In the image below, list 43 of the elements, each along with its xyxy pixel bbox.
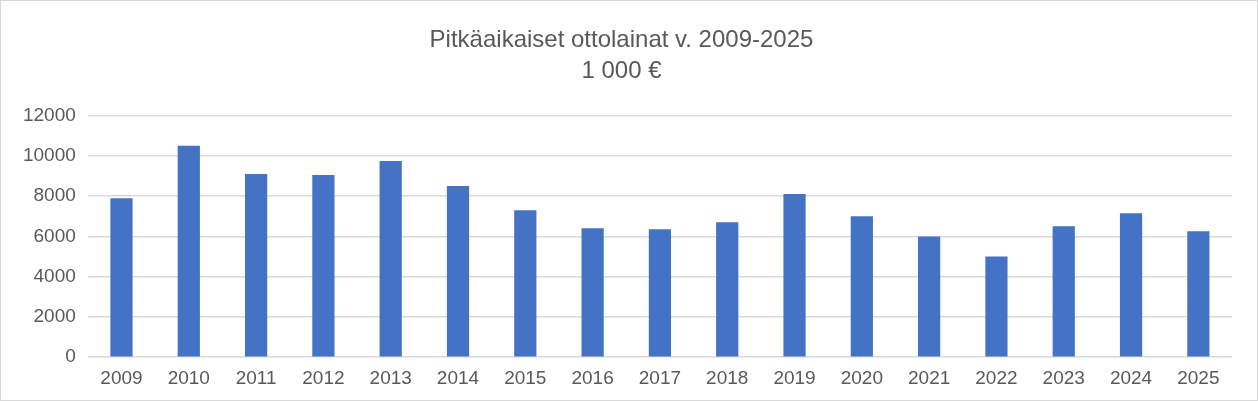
bar <box>110 198 133 357</box>
x-tick-label: 2017 <box>638 366 682 388</box>
x-tick-label: 2014 <box>436 366 480 388</box>
bar <box>716 222 739 357</box>
bar <box>985 256 1008 357</box>
bar <box>1119 213 1143 357</box>
x-tick-label: 2020 <box>840 366 883 388</box>
x-tick-label: 2021 <box>907 366 951 388</box>
x-tick-label: 2016 <box>571 366 614 388</box>
bar <box>312 174 335 357</box>
y-tick-label: 12000 <box>22 103 76 125</box>
y-tick-label: 6000 <box>33 224 76 246</box>
y-tick-label: 2000 <box>33 305 76 327</box>
bar <box>581 228 604 357</box>
y-tick-label: 4000 <box>33 264 76 286</box>
y-tick-label: 0 <box>65 345 76 367</box>
bar <box>1052 226 1075 357</box>
x-tick-label: 2013 <box>369 366 412 388</box>
x-tick-label: 2025 <box>1177 366 1220 388</box>
bar <box>514 210 537 357</box>
x-tick-label: 2012 <box>302 366 345 388</box>
bar <box>177 145 200 357</box>
chart-subtitle: 1 000 € <box>581 55 663 83</box>
x-tick-label: 2024 <box>1109 366 1153 388</box>
x-tick-label: 2019 <box>773 366 816 388</box>
y-tick-label: 8000 <box>33 184 76 206</box>
bar <box>244 173 268 357</box>
bar <box>918 236 941 357</box>
bar <box>850 216 873 357</box>
x-tick-label: 2018 <box>706 366 749 388</box>
x-tick-label: 2022 <box>975 366 1018 388</box>
bar <box>648 229 672 357</box>
bar <box>783 194 806 357</box>
bar <box>1187 231 1210 357</box>
chart-title: Pitkäaikaiset ottolainat v. 2009-2025 <box>429 25 814 53</box>
y-tick-label: 10000 <box>22 144 76 166</box>
x-tick-label: 2010 <box>167 366 210 388</box>
x-tick-label: 2009 <box>100 366 143 388</box>
bar <box>446 186 470 357</box>
x-tick-label: 2015 <box>504 366 547 388</box>
x-tick-label: 2011 <box>235 366 277 388</box>
bar <box>379 160 402 357</box>
x-tick-label: 2023 <box>1042 366 1085 388</box>
